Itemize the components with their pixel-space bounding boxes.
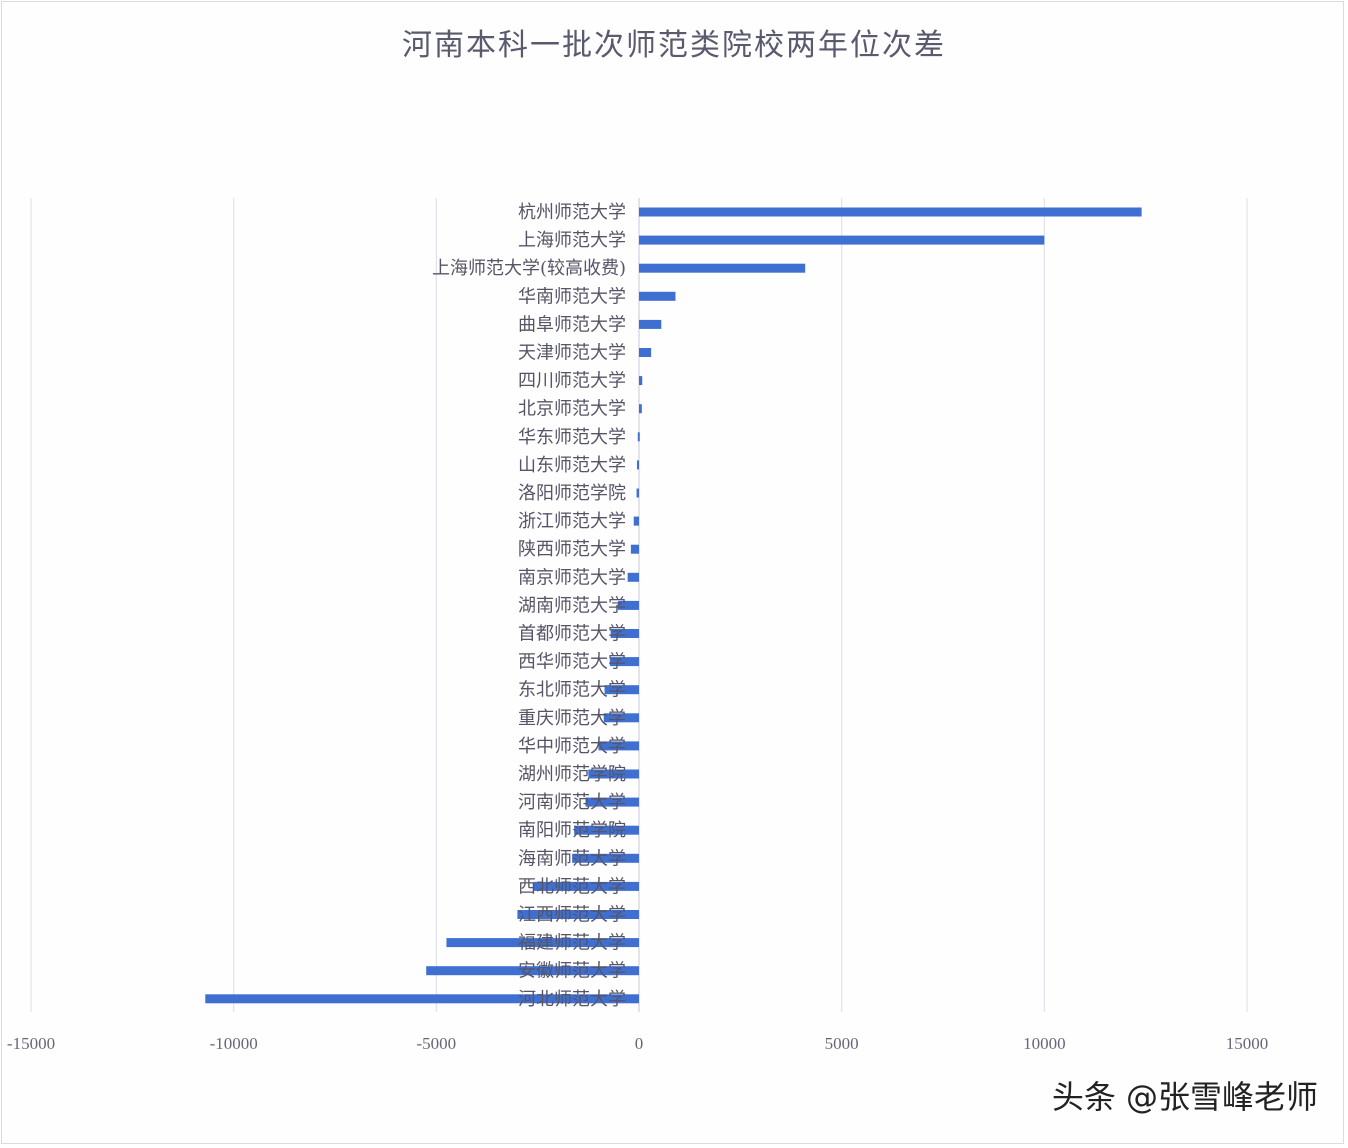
category-label: 湖州师范学院 bbox=[518, 764, 626, 785]
category-label: 重庆师范大学 bbox=[518, 708, 626, 729]
category-label: 杭州师范大学 bbox=[518, 202, 626, 223]
bar bbox=[609, 657, 639, 667]
bar bbox=[639, 207, 1142, 217]
category-label: 福建师范大学 bbox=[518, 933, 626, 954]
bar bbox=[639, 376, 643, 386]
bar bbox=[630, 544, 639, 554]
x-axis-ticks: -15000 -10000 -5000 0 5000 10000 15000 bbox=[7, 1034, 1268, 1053]
category-label: 华中师范大学 bbox=[518, 736, 626, 757]
category-label: 河北师范大学 bbox=[518, 989, 626, 1010]
category-label: 海南师范大学 bbox=[518, 848, 626, 869]
bar bbox=[617, 600, 639, 610]
bar bbox=[627, 572, 639, 582]
bar bbox=[574, 825, 639, 835]
x-tick-label: 5000 bbox=[825, 1034, 859, 1053]
bar bbox=[603, 713, 639, 723]
x-tick-label: -15000 bbox=[7, 1034, 55, 1053]
bar bbox=[610, 629, 639, 638]
bar bbox=[636, 488, 639, 498]
category-label: 安徽师范大学 bbox=[518, 961, 626, 982]
bar bbox=[517, 910, 639, 919]
bar bbox=[426, 966, 639, 976]
category-label: 首都师范大学 bbox=[518, 624, 626, 645]
category-label: 北京师范大学 bbox=[518, 399, 626, 420]
category-label: 曲阜师范大学 bbox=[518, 314, 626, 335]
category-label: 陕西师范大学 bbox=[518, 539, 626, 560]
bar bbox=[637, 432, 640, 442]
category-label: 上海师范大学 bbox=[518, 230, 626, 251]
category-label: 江西师范大学 bbox=[518, 905, 626, 926]
bar bbox=[572, 853, 639, 863]
category-label: 洛阳师范学院 bbox=[518, 483, 626, 504]
category-label: 南阳师范学院 bbox=[518, 820, 626, 841]
bar bbox=[639, 319, 662, 329]
x-tick-label: 10000 bbox=[1023, 1034, 1066, 1053]
bar bbox=[639, 348, 652, 357]
category-label: 西北师范大学 bbox=[518, 876, 626, 897]
bar bbox=[533, 881, 639, 891]
bar bbox=[446, 938, 639, 948]
x-tick-label: 0 bbox=[635, 1034, 644, 1053]
bar bbox=[636, 460, 639, 470]
category-label: 西华师范大学 bbox=[518, 652, 626, 673]
category-label: 浙江师范大学 bbox=[518, 511, 626, 532]
gridlines bbox=[30, 198, 1248, 1012]
bar bbox=[205, 994, 639, 1004]
chart-title: 河南本科一批次师范类院校两年位次差 bbox=[402, 28, 946, 63]
category-label: 华南师范大学 bbox=[518, 286, 626, 307]
bar bbox=[604, 685, 639, 695]
bar bbox=[639, 263, 806, 273]
bars bbox=[205, 207, 1142, 1004]
category-label: 河南师范大学 bbox=[518, 792, 626, 813]
bar bbox=[639, 404, 642, 414]
category-label: 湖南师范大学 bbox=[518, 595, 626, 616]
watermark-text: 头条 @张雪峰老师 bbox=[1051, 1078, 1318, 1116]
x-tick-label: 15000 bbox=[1226, 1034, 1269, 1053]
bar bbox=[588, 769, 639, 779]
category-label: 山东师范大学 bbox=[518, 455, 626, 476]
bar bbox=[639, 291, 676, 301]
bar bbox=[598, 741, 639, 751]
category-label: 南京师范大学 bbox=[518, 567, 626, 588]
category-label: 东北师范大学 bbox=[518, 680, 626, 701]
bar bbox=[585, 797, 639, 807]
category-label: 天津师范大学 bbox=[518, 343, 626, 364]
x-tick-label: -5000 bbox=[416, 1034, 456, 1053]
bar bbox=[633, 516, 639, 526]
x-tick-label: -10000 bbox=[210, 1034, 258, 1053]
category-label: 华东师范大学 bbox=[518, 427, 626, 448]
category-label: 上海师范大学(较高收费) bbox=[432, 258, 626, 279]
category-label: 四川师范大学 bbox=[518, 371, 626, 392]
bar bbox=[639, 235, 1045, 245]
